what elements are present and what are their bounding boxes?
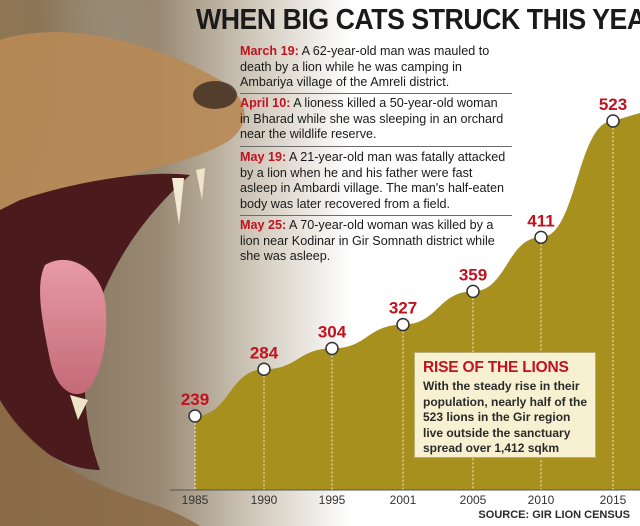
x-tick-1990: 1990 xyxy=(251,493,278,507)
data-point-1985 xyxy=(188,409,202,423)
event-date: May 25: xyxy=(240,218,287,232)
data-point-1990 xyxy=(257,362,271,377)
x-tick-2010: 2010 xyxy=(528,493,555,507)
lion-tongue xyxy=(40,259,107,395)
lion-fang-lower xyxy=(70,395,88,420)
event-date: April 10: xyxy=(240,96,291,110)
event-may-25: May 25: A 70-year-old woman was killed b… xyxy=(240,218,510,265)
data-point-2001 xyxy=(396,317,410,332)
x-tick-1985: 1985 xyxy=(182,493,209,507)
page-title: WHEN BIG CATS STRUCK THIS YEAR xyxy=(196,4,640,36)
event-text: A lioness killed a 50-year-old woman in … xyxy=(240,96,504,141)
lion-upper-jaw xyxy=(0,32,245,216)
lion-mouth xyxy=(0,173,190,470)
data-label-2001: 327 xyxy=(389,299,417,318)
event-text: A 62-year-old man was mauled to death by… xyxy=(240,44,490,89)
x-tick-2015: 2015 xyxy=(600,493,627,507)
data-point-2005 xyxy=(466,284,480,299)
event-date: March 19: xyxy=(240,44,299,58)
event-text: A 21-year-old man was fatally attacked b… xyxy=(240,150,506,211)
data-label-2015: 523 xyxy=(599,95,627,114)
rise-of-lions-box: RISE OF THE LIONS With the steady rise i… xyxy=(414,352,596,458)
lion-nose xyxy=(193,81,237,109)
info-text: With the steady rise in their population… xyxy=(423,379,588,455)
data-point-2010 xyxy=(534,230,548,245)
x-tick-1995: 1995 xyxy=(319,493,346,507)
event-may-19: May 19: A 21-year-old man was fatally at… xyxy=(240,150,510,212)
event-date: May 19: xyxy=(240,150,287,164)
x-tick-2005: 2005 xyxy=(460,493,487,507)
lion-fang-upper-2 xyxy=(196,168,205,200)
data-label-1990: 284 xyxy=(250,343,279,362)
data-point-2015 xyxy=(606,114,620,128)
x-tick-2001: 2001 xyxy=(390,493,417,507)
data-label-1985: 239 xyxy=(181,390,209,409)
lion-fang-upper xyxy=(172,178,184,225)
event-divider xyxy=(240,93,512,94)
data-label-2010: 411 xyxy=(527,211,554,230)
event-text: A 70-year-old woman was killed by a lion… xyxy=(240,218,495,263)
event-divider xyxy=(240,215,512,216)
event-april-10: April 10: A lioness killed a 50-year-old… xyxy=(240,96,510,143)
source-note: SOURCE: GIR LION CENSUS xyxy=(478,509,630,521)
event-divider xyxy=(240,146,512,147)
event-march-19: March 19: A 62-year-old man was mauled t… xyxy=(240,44,510,91)
data-label-2005: 359 xyxy=(459,265,487,284)
lion-lower-jaw xyxy=(0,400,200,526)
info-title: RISE OF THE LIONS xyxy=(423,359,569,376)
data-label-1995: 304 xyxy=(318,322,347,341)
data-point-1995 xyxy=(325,341,339,356)
